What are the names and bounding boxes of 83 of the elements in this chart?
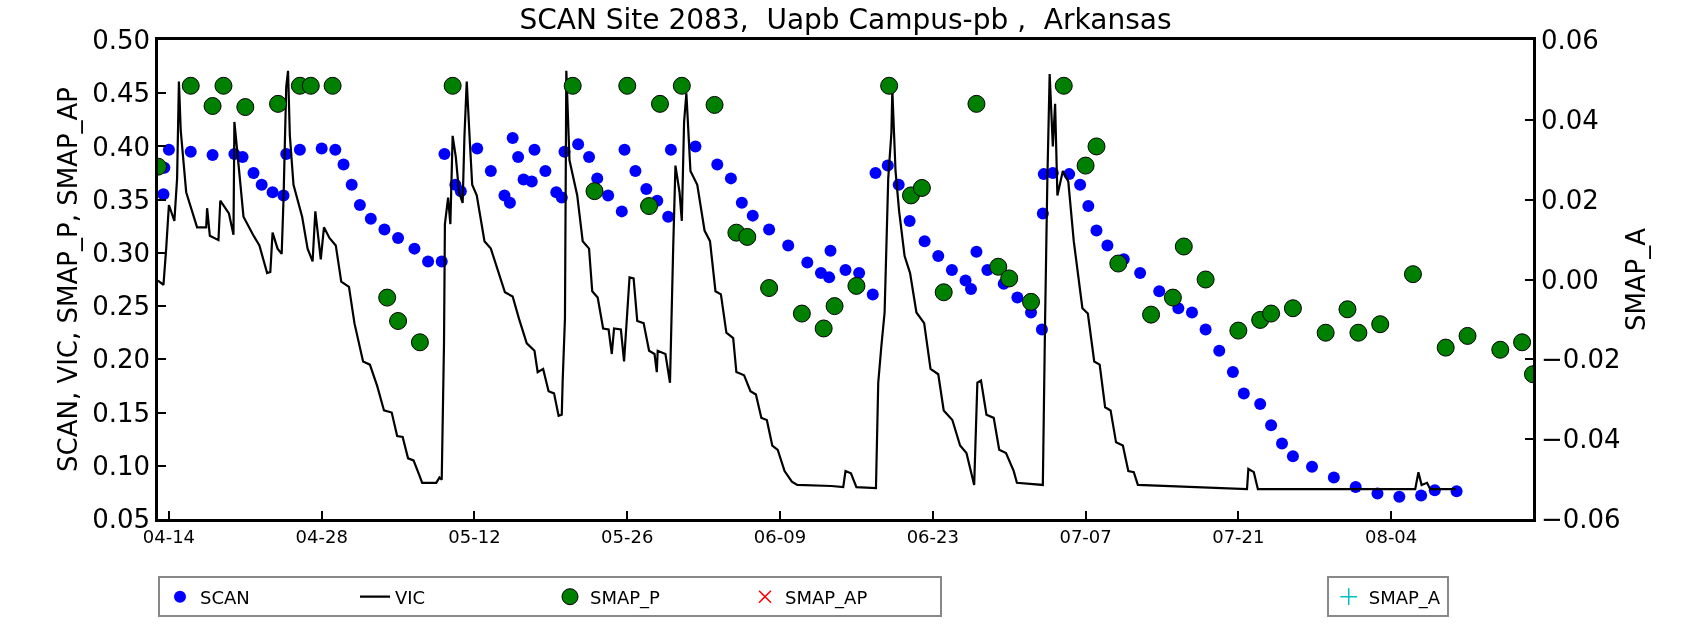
point	[934, 283, 953, 302]
point	[738, 227, 757, 246]
chart-title: SCAN Site 2083, Uapb Campus-pb , Arkansas	[519, 3, 1172, 37]
y2-tick-label: 0.02	[1540, 184, 1599, 215]
point	[1262, 304, 1281, 323]
point	[912, 178, 931, 197]
point	[880, 76, 899, 95]
x-tick-label: 05-12	[448, 526, 501, 548]
point	[443, 76, 462, 95]
point	[203, 97, 222, 115]
legend-label: SMAP_AP	[785, 586, 868, 609]
point	[640, 197, 659, 216]
y2-tick-label: −0.04	[1540, 424, 1621, 455]
point	[410, 333, 429, 352]
point	[389, 312, 408, 330]
x-tick-label: 04-28	[295, 526, 348, 548]
point	[1022, 292, 1041, 311]
point	[1371, 315, 1390, 334]
point	[214, 76, 233, 95]
point	[1349, 323, 1368, 342]
point	[269, 94, 288, 113]
y-tick-label: 0.10	[92, 450, 151, 481]
point	[301, 76, 320, 95]
point	[967, 94, 986, 113]
point	[1458, 326, 1477, 345]
point	[672, 76, 691, 95]
point	[1436, 338, 1455, 357]
legend-label: SCAN	[200, 586, 250, 608]
point	[1196, 270, 1215, 289]
x-tick-label: 05-26	[601, 526, 654, 548]
point	[1076, 156, 1095, 175]
y-tick-label: 0.20	[92, 344, 151, 375]
point	[825, 297, 844, 316]
point	[323, 76, 342, 95]
y-tick-label: 0.35	[92, 184, 151, 215]
point	[236, 98, 255, 117]
y2-tick-label: −0.02	[1540, 344, 1621, 375]
point	[1316, 323, 1335, 342]
point	[1283, 299, 1302, 318]
y2-tick-label: −0.06	[1540, 504, 1621, 535]
point	[1491, 340, 1510, 359]
point	[705, 95, 724, 114]
point	[847, 276, 866, 295]
point	[650, 94, 669, 113]
point	[181, 76, 200, 95]
point	[989, 257, 1008, 276]
point	[563, 76, 582, 95]
y2-tick-label: 0.04	[1540, 104, 1599, 135]
point	[760, 279, 779, 298]
point	[1338, 300, 1357, 319]
point	[1142, 305, 1161, 324]
y-tick-label: 0.40	[92, 131, 151, 162]
y2-axis-title: SMAP_A	[1621, 227, 1652, 332]
point	[1054, 76, 1073, 95]
point	[585, 182, 604, 201]
legend-label: SMAP_A	[1368, 586, 1441, 609]
y-tick-label: 0.45	[92, 78, 151, 109]
point	[1000, 269, 1019, 288]
point	[792, 304, 811, 323]
x-tick-label: 06-23	[906, 526, 959, 548]
x-tick-label: 07-07	[1059, 526, 1112, 548]
point	[1403, 265, 1422, 284]
y-axis-title: SCAN, VIC, SMAP_P, SMAP_AP	[52, 86, 83, 473]
y-tick-label: 0.50	[92, 25, 151, 56]
y2-tick-label: 0.06	[1540, 25, 1599, 56]
point	[1087, 137, 1106, 156]
x-tick-label: 08-04	[1364, 526, 1418, 548]
y-tick-label: 0.30	[92, 237, 151, 268]
point	[618, 76, 637, 95]
point	[378, 288, 397, 307]
y-tick-label: 0.25	[92, 291, 151, 322]
legend-label: SMAP_P	[590, 586, 661, 609]
x-tick-label: 06-09	[753, 526, 807, 548]
point	[1229, 321, 1248, 340]
point	[1109, 254, 1128, 273]
point	[1163, 288, 1182, 307]
y-tick-label: 0.15	[92, 397, 151, 428]
x-tick-label: 07-21	[1212, 526, 1265, 548]
point	[1174, 237, 1193, 256]
point	[1513, 333, 1532, 352]
legend-label: VIC	[395, 586, 426, 608]
point	[814, 319, 833, 338]
y2-tick-label: 0.00	[1540, 264, 1599, 295]
